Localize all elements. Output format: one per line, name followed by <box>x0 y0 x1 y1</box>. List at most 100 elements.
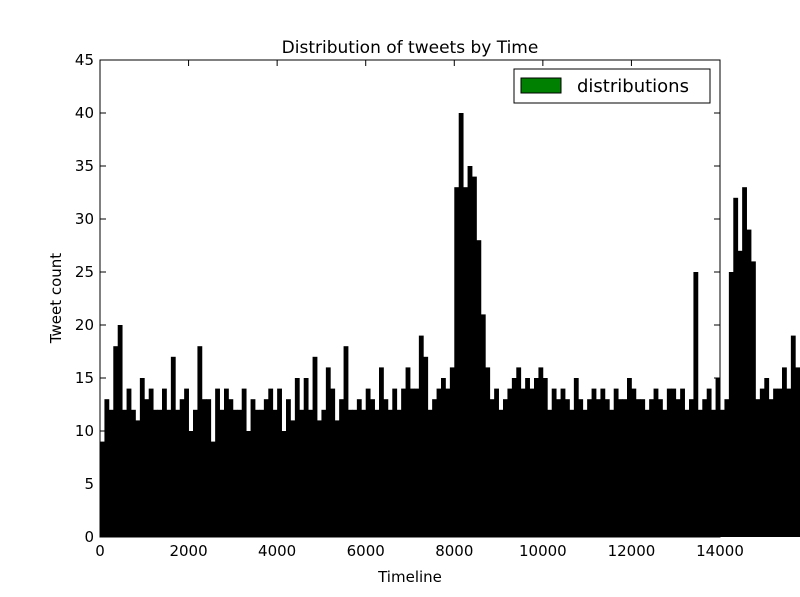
bar <box>671 388 677 537</box>
bar <box>773 388 778 537</box>
y-tick-label: 5 <box>84 475 94 493</box>
legend: distributions <box>513 68 711 104</box>
bar <box>520 388 526 537</box>
bar <box>578 399 584 537</box>
y-tick-label: 35 <box>75 157 94 175</box>
bar <box>401 388 406 537</box>
bar <box>534 378 539 537</box>
bar <box>166 409 172 537</box>
bar <box>573 378 579 537</box>
y-tick-label: 0 <box>84 528 94 546</box>
bars-group <box>100 113 800 538</box>
bar <box>206 399 212 537</box>
bar <box>405 367 411 537</box>
bar <box>591 388 597 537</box>
bar <box>281 431 287 537</box>
bar <box>715 378 721 537</box>
bar <box>529 388 535 537</box>
y-tick-label: 40 <box>75 104 94 122</box>
bar <box>658 399 663 537</box>
bar <box>569 409 575 537</box>
bar <box>782 367 787 537</box>
bar <box>268 388 274 537</box>
bar <box>795 367 800 537</box>
bar <box>480 314 486 537</box>
bar <box>689 399 694 537</box>
bar <box>321 409 327 537</box>
bar <box>542 378 548 537</box>
bar <box>184 388 189 537</box>
bar <box>126 388 132 537</box>
bar <box>604 399 610 537</box>
bar <box>587 399 592 537</box>
bar <box>600 388 606 537</box>
bar <box>649 399 654 537</box>
bar <box>330 388 336 537</box>
bar <box>272 409 278 537</box>
x-tick-label: 12000 <box>608 542 656 560</box>
bar <box>356 399 362 537</box>
bar <box>728 272 734 537</box>
bar <box>565 399 570 537</box>
bar <box>255 409 260 537</box>
bar <box>144 399 150 537</box>
y-tick-label: 20 <box>75 316 94 334</box>
bar <box>742 187 747 537</box>
bar <box>551 388 557 537</box>
legend-label-distributions: distributions <box>577 76 689 97</box>
bar <box>108 409 114 537</box>
bar <box>498 409 504 537</box>
bar <box>374 409 380 537</box>
bar <box>476 240 482 537</box>
bar <box>104 399 110 537</box>
bar <box>720 409 725 537</box>
bar <box>445 388 451 537</box>
plot-frame <box>99 59 721 538</box>
bar <box>352 409 358 537</box>
bar <box>511 378 517 537</box>
x-tick-label: 2000 <box>169 542 207 560</box>
bar <box>303 378 309 537</box>
bar <box>706 388 712 537</box>
bar <box>640 399 646 537</box>
bar <box>170 356 176 537</box>
bar <box>210 441 216 537</box>
bar <box>334 420 340 537</box>
bar <box>503 399 508 537</box>
bar <box>449 367 455 537</box>
bar <box>560 388 566 537</box>
bar <box>467 166 473 537</box>
bar <box>100 441 105 537</box>
bar <box>631 388 637 537</box>
y-tick-label: 25 <box>75 263 94 281</box>
bar <box>596 399 601 537</box>
bar <box>387 409 393 537</box>
bar <box>201 399 207 537</box>
bar <box>777 388 783 537</box>
x-tick-label: 6000 <box>347 542 385 560</box>
bar <box>179 399 185 537</box>
bar <box>768 399 774 537</box>
bar <box>299 409 305 537</box>
bar <box>494 388 499 537</box>
bar <box>746 229 752 537</box>
chart-title: Distribution of tweets by Time <box>282 38 539 58</box>
x-tick-label: 4000 <box>258 542 296 560</box>
bar <box>489 399 495 537</box>
bar <box>764 378 770 537</box>
bar <box>618 399 623 537</box>
bar <box>396 409 402 537</box>
bar <box>263 399 269 537</box>
legend-swatch-distributions <box>520 77 562 94</box>
bar <box>277 388 282 537</box>
bar <box>370 399 375 537</box>
y-tick-label: 15 <box>75 369 94 387</box>
bar <box>215 388 220 537</box>
x-tick-label: 14000 <box>696 542 744 560</box>
bar <box>148 388 154 537</box>
bar <box>507 388 513 537</box>
y-tick-label: 30 <box>75 210 94 228</box>
bar <box>525 378 530 537</box>
bar <box>379 367 384 537</box>
bar <box>609 409 615 537</box>
